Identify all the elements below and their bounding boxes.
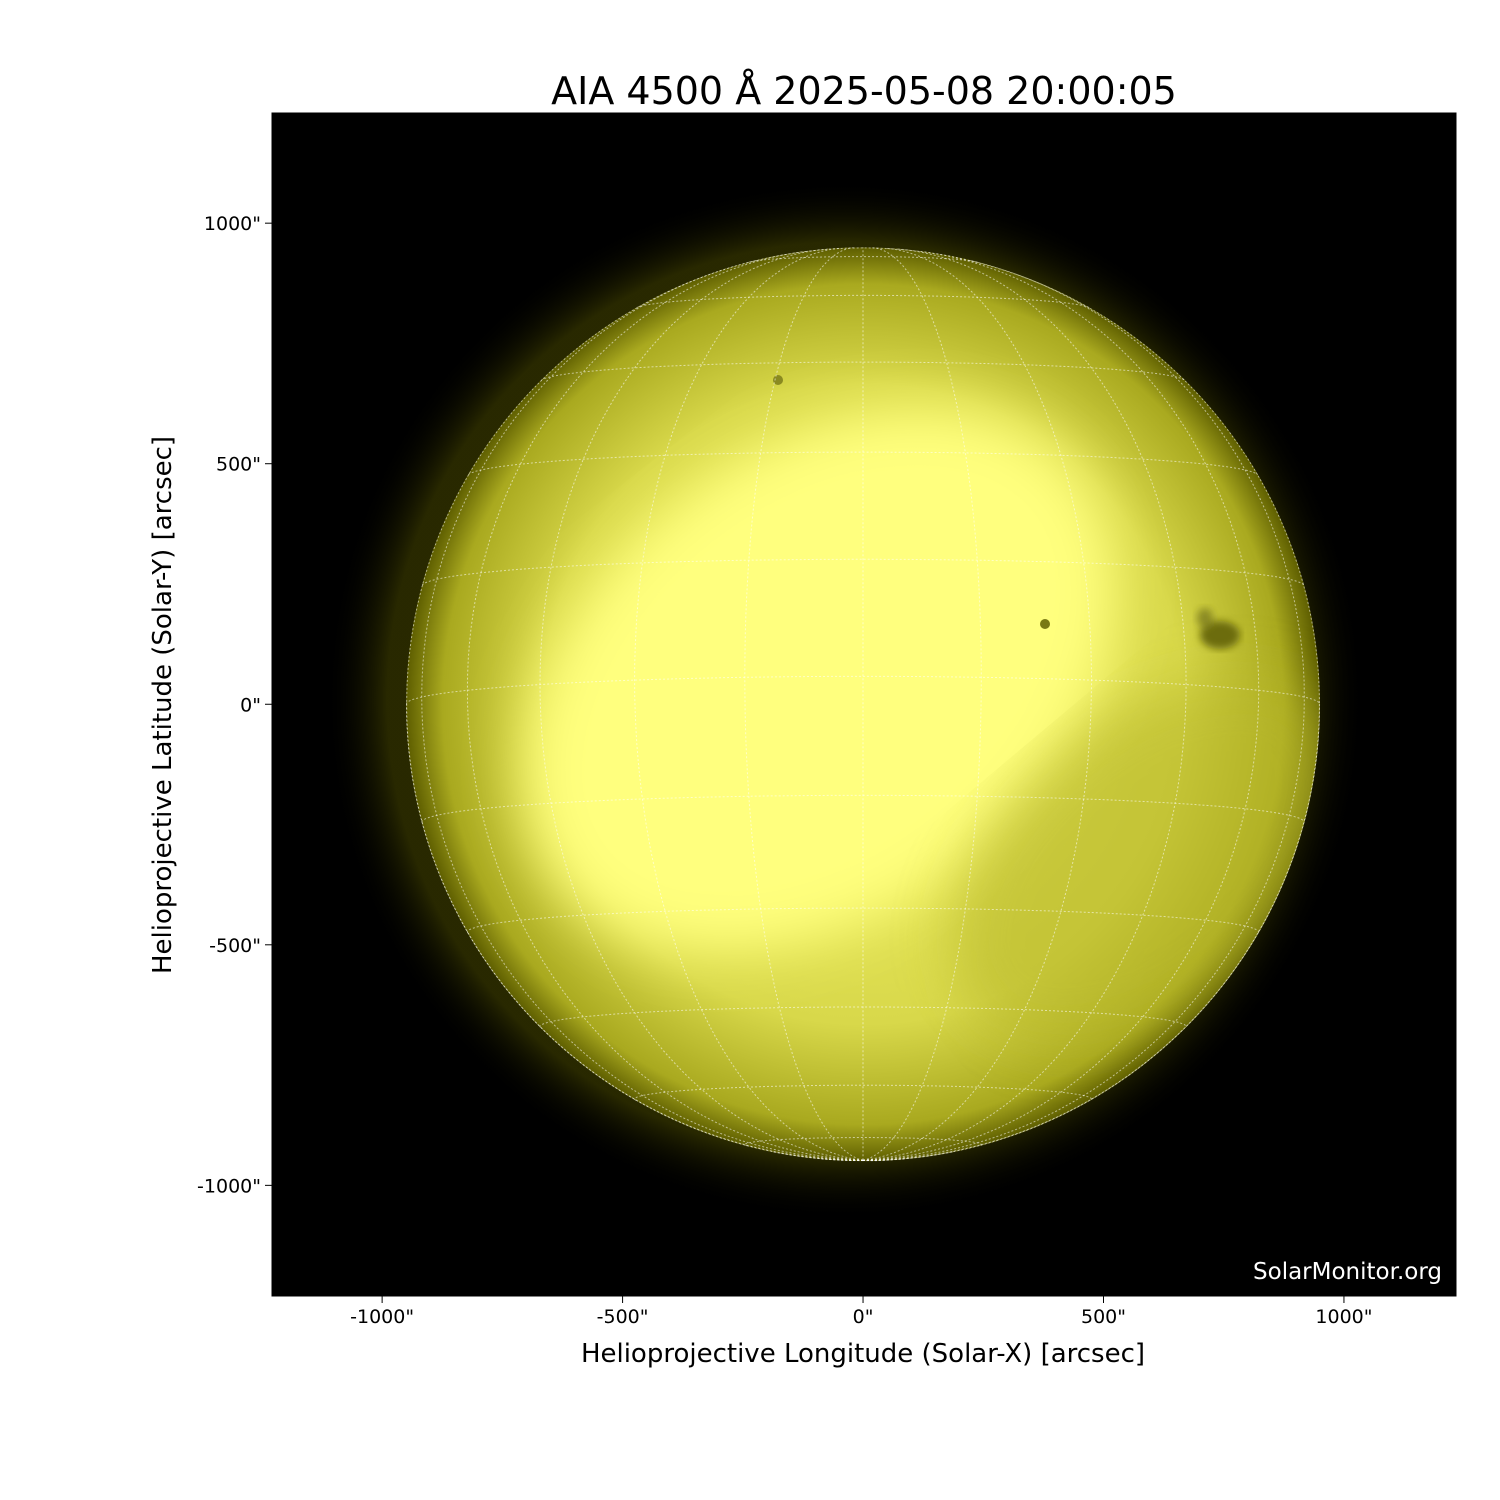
longitude-line [862, 250, 1260, 1161]
longitude-line [862, 1151, 955, 1161]
longitude-line [862, 247, 1093, 1161]
bright-region [523, 407, 1117, 953]
longitude-line [862, 247, 982, 1161]
latitude-line [468, 451, 1258, 475]
x-tick-label: 0" [853, 1306, 874, 1328]
latitude-line [421, 558, 1305, 586]
longitude-line [744, 247, 864, 1161]
longitude-line [862, 248, 1187, 1161]
x-tick-label: 1000" [1315, 1306, 1372, 1328]
longitude-line [539, 248, 864, 1161]
latitude-line [744, 1137, 982, 1147]
watermark: SolarMonitor.org [1253, 1259, 1442, 1285]
plot-area: SolarMonitor.org [272, 113, 1456, 1296]
latitude-line [539, 1006, 1187, 1028]
x-axis: -1000" -500" 0" 500" 1000" [350, 1296, 1372, 1328]
sunspot-group [1197, 608, 1240, 649]
sunspot [773, 375, 783, 385]
solar-disk [406, 247, 1321, 1162]
longitude-line [862, 259, 1305, 1161]
longitude-line [466, 250, 864, 1161]
latitude-line [636, 294, 1090, 308]
y-axis: 1000" 500" 0" -500" -1000" [197, 213, 272, 1197]
latitude-line [421, 794, 1305, 823]
longitude-line [421, 259, 864, 1161]
x-tick-label: -1000" [350, 1306, 414, 1328]
sunspot [1040, 619, 1050, 629]
y-axis-label: Helioprojective Latitude (Solar-Y) [arcs… [148, 436, 178, 974]
y-tick-label: 0" [240, 694, 261, 716]
x-axis-label: Helioprojective Longitude (Solar-X) [arc… [581, 1339, 1145, 1369]
latitude-line [634, 1084, 1093, 1102]
x-tick-label: 500" [1081, 1306, 1126, 1328]
longitude-line [634, 247, 864, 1161]
y-tick-label: -1000" [197, 1175, 261, 1197]
x-tick-label: -500" [597, 1306, 649, 1328]
y-tick-label: 500" [216, 454, 261, 476]
latitude-line [406, 675, 1321, 705]
limb-line [406, 247, 1320, 1162]
y-tick-label: -500" [209, 935, 261, 957]
chart-title: AIA 4500 Å 2025-05-08 20:00:05 [551, 69, 1177, 113]
y-tick-label: 1000" [204, 213, 261, 235]
coordinate-grid [406, 247, 1321, 1162]
